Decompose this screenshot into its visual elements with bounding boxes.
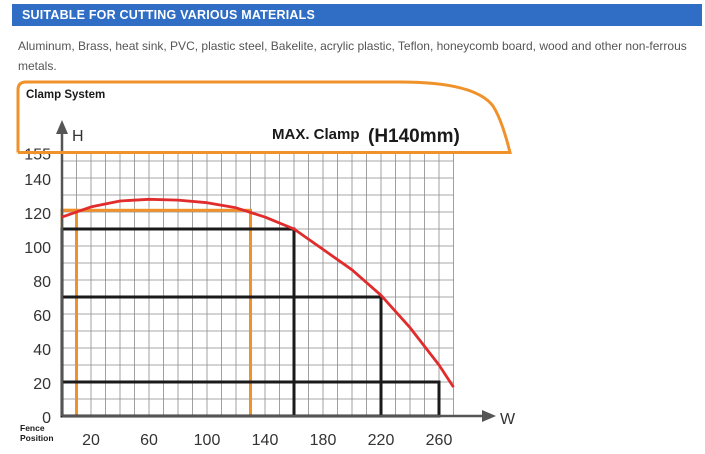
x-tick-label: 180 xyxy=(310,432,337,449)
y-tick-label: 100 xyxy=(24,240,51,257)
x-tick-label: 140 xyxy=(252,432,279,449)
x-axis-label: W xyxy=(500,411,516,428)
x-tick-label: 60 xyxy=(140,432,158,449)
x-tick-label: 20 xyxy=(82,432,100,449)
y-tick-label: 20 xyxy=(33,376,51,393)
axes-layer xyxy=(56,120,496,422)
section-title: SUITABLE FOR CUTTING VARIOUS MATERIALS xyxy=(22,8,316,22)
fence-position-word: Fence xyxy=(20,423,45,433)
y-tick-label: 155 xyxy=(24,147,51,164)
overlay-layer xyxy=(60,208,441,418)
max-clamp-label: MAX. Clamp xyxy=(272,126,360,143)
fence-position-label: Fence Position xyxy=(20,423,54,443)
materials-description: Aluminum, Brass, heat sink, PVC, plastic… xyxy=(18,39,687,73)
y-axis-label: H xyxy=(72,128,84,145)
x-tick-label: 220 xyxy=(368,432,395,449)
x-tick-label: 100 xyxy=(194,432,221,449)
y-tick-label: 60 xyxy=(33,308,51,325)
x-axis-arrow xyxy=(482,410,496,422)
ticks-layer: 20 60 100 140 180 220 260 0 20 40 60 80 100 120 140 155 xyxy=(24,147,452,450)
clamp-capacity-outline xyxy=(16,80,512,154)
grid-layer xyxy=(62,152,454,416)
section-banner: SUITABLE FOR CUTTING VARIOUS MATERIALS xyxy=(12,4,702,26)
series-layer xyxy=(61,197,455,388)
y-tick-label: 120 xyxy=(24,206,51,223)
max-clamp-value: (H140mm) xyxy=(368,126,460,147)
y-tick-label: 0 xyxy=(42,410,51,427)
y-axis-arrow xyxy=(56,120,68,134)
series-line xyxy=(61,197,455,388)
clamp-system-title: Clamp System xyxy=(26,89,105,101)
capacity-rect xyxy=(60,208,78,418)
y-tick-label: 80 xyxy=(33,274,51,291)
x-tick-label: 260 xyxy=(426,432,453,449)
capacity-rect xyxy=(60,208,252,418)
fence-position-word: Position xyxy=(20,433,54,443)
y-tick-label: 40 xyxy=(33,342,51,359)
y-tick-label: 140 xyxy=(24,172,51,189)
